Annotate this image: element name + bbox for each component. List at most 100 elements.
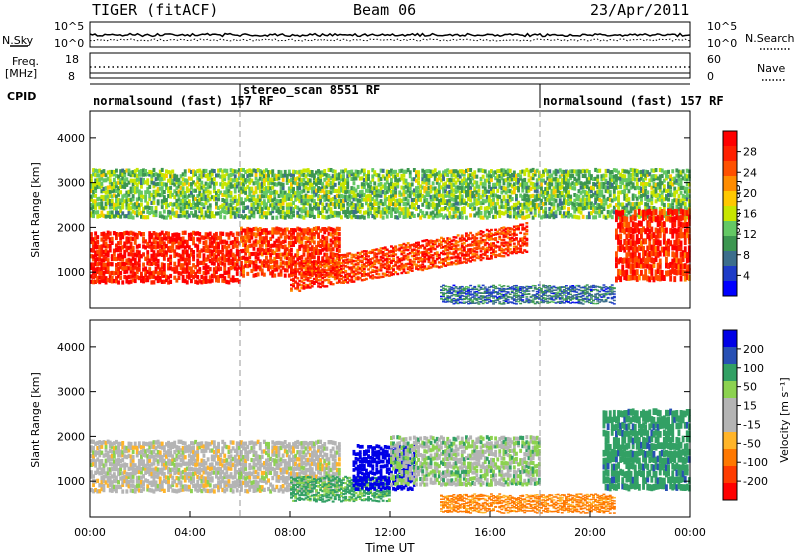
cell bbox=[498, 174, 502, 179]
freq-panel: Freq. [MHz] 18 8 60 0 Nave bbox=[5, 52, 786, 83]
cell bbox=[302, 198, 306, 203]
cell bbox=[285, 227, 289, 232]
cell bbox=[115, 209, 118, 214]
cell bbox=[471, 240, 475, 244]
cell bbox=[287, 240, 291, 245]
cell bbox=[171, 244, 175, 249]
cell bbox=[573, 169, 577, 174]
cell bbox=[560, 201, 564, 206]
cell bbox=[331, 169, 335, 174]
cell bbox=[265, 186, 268, 191]
cell bbox=[515, 238, 518, 241]
cell bbox=[171, 178, 175, 183]
cell bbox=[304, 240, 308, 245]
cell bbox=[500, 198, 504, 203]
cell bbox=[125, 275, 129, 280]
cell bbox=[260, 201, 264, 206]
cell bbox=[487, 243, 491, 246]
cell bbox=[442, 170, 445, 175]
cell bbox=[296, 286, 300, 289]
cell bbox=[337, 244, 341, 249]
cell bbox=[308, 195, 312, 200]
cell bbox=[367, 176, 370, 181]
cell bbox=[317, 261, 320, 265]
cell bbox=[354, 169, 358, 174]
cell bbox=[94, 173, 98, 178]
cell bbox=[625, 169, 629, 174]
cell bbox=[179, 257, 183, 262]
cell bbox=[496, 232, 500, 236]
cell bbox=[565, 199, 568, 204]
cell bbox=[104, 214, 108, 219]
cell bbox=[125, 177, 129, 182]
cell bbox=[169, 178, 173, 183]
cell bbox=[596, 189, 600, 194]
cell bbox=[217, 262, 220, 267]
nave-tick-bottom: 0 bbox=[707, 70, 714, 83]
cell bbox=[329, 252, 333, 257]
cell bbox=[177, 262, 181, 267]
cell bbox=[206, 173, 210, 178]
cell bbox=[471, 258, 475, 261]
cell bbox=[290, 173, 293, 178]
cell bbox=[502, 231, 506, 235]
cell bbox=[454, 198, 458, 203]
cell bbox=[215, 254, 218, 259]
cell bbox=[404, 248, 408, 252]
cell bbox=[358, 277, 362, 280]
cell bbox=[362, 185, 366, 190]
cell bbox=[277, 176, 281, 181]
cell bbox=[319, 260, 323, 264]
cell bbox=[408, 246, 412, 249]
cell bbox=[431, 169, 435, 174]
cell bbox=[275, 243, 279, 248]
cell bbox=[423, 170, 427, 175]
cell bbox=[344, 189, 348, 194]
cell bbox=[419, 251, 423, 254]
cell bbox=[106, 235, 110, 240]
cell bbox=[652, 206, 656, 211]
cell bbox=[456, 234, 460, 237]
cell bbox=[112, 170, 116, 175]
cell bbox=[581, 189, 585, 194]
cell bbox=[129, 211, 133, 216]
cell bbox=[617, 215, 620, 220]
cell bbox=[465, 232, 468, 235]
cell bbox=[460, 239, 464, 242]
cell bbox=[92, 254, 95, 259]
cell bbox=[348, 210, 352, 215]
cell bbox=[260, 228, 264, 233]
cell bbox=[535, 202, 539, 207]
cell bbox=[385, 186, 389, 191]
cell bbox=[156, 271, 160, 276]
cell bbox=[121, 184, 125, 189]
cell bbox=[406, 245, 410, 249]
cell bbox=[106, 197, 110, 202]
cell bbox=[656, 185, 660, 190]
cell bbox=[444, 181, 448, 186]
cell bbox=[429, 211, 433, 216]
cell bbox=[162, 209, 166, 214]
cell bbox=[275, 254, 279, 259]
cell bbox=[527, 198, 531, 203]
cell bbox=[506, 181, 510, 186]
cell bbox=[675, 200, 679, 205]
cell bbox=[156, 263, 160, 268]
cell bbox=[604, 185, 608, 190]
cell bbox=[206, 214, 210, 219]
cell bbox=[350, 266, 354, 269]
cell bbox=[185, 274, 189, 279]
cell bbox=[104, 248, 108, 253]
cell bbox=[319, 238, 323, 243]
cell bbox=[256, 272, 260, 277]
cell bbox=[319, 249, 323, 254]
cell bbox=[625, 178, 629, 183]
cell bbox=[535, 184, 539, 189]
cell bbox=[565, 185, 568, 190]
date-label: 23/Apr/2011 bbox=[590, 1, 690, 19]
cell bbox=[596, 185, 600, 190]
cell bbox=[367, 263, 370, 267]
cell bbox=[177, 258, 181, 263]
cell bbox=[223, 190, 227, 195]
cell bbox=[252, 232, 256, 237]
